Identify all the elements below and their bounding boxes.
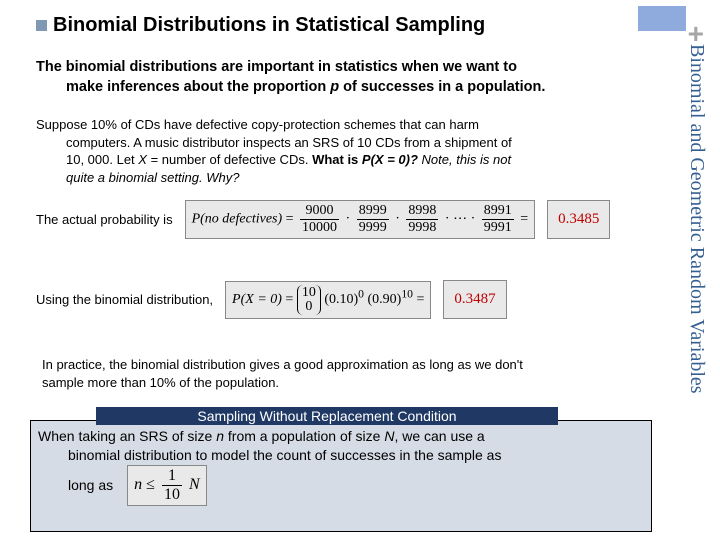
title-rest: Distributions in Statistical Sampling: [137, 14, 485, 36]
eq2-t2e: 10: [401, 287, 413, 300]
eq2-binom: 100: [297, 285, 321, 315]
scenario-q: What is: [312, 152, 362, 167]
eq2-eq: =: [285, 292, 296, 307]
eq2-plabel: P(X = 0): [232, 292, 282, 307]
scenario-l3b: = number of defective CDs.: [147, 152, 312, 167]
scenario-px: P(X = 0)?: [362, 152, 418, 167]
binom-prob-equation: P(X = 0) = 100 (0.10)0 (0.90)10 =: [225, 281, 431, 319]
ineq-le: ≤: [146, 476, 155, 493]
binom-prob-answer: 0.3487: [443, 280, 506, 319]
eq-eq1: =: [286, 212, 297, 227]
cond-l3: long as: [68, 476, 113, 495]
actual-probability-row: The actual probability is P(no defective…: [36, 200, 610, 239]
practice-paragraph: In practice, the binomial distribution g…: [42, 356, 523, 391]
eq-f4: 89919991: [479, 204, 517, 235]
condition-body: When taking an SRS of size n from a popu…: [38, 427, 501, 506]
scenario-paragraph: Suppose 10% of CDs have defective copy-p…: [36, 116, 512, 186]
eq2-t1e: 0: [358, 287, 364, 300]
scenario-l3a: 10, 000. Let: [66, 152, 138, 167]
eq2-t1b: 0.10: [329, 292, 354, 307]
practice-l2: sample more than 10% of the population.: [42, 374, 523, 392]
ineq-N: N: [189, 476, 200, 493]
condition-inequality: n ≤ 110 N: [127, 465, 206, 506]
eq-f3: 89989998: [403, 204, 441, 235]
intro-p: p: [330, 79, 339, 95]
cond-l2: binomial distribution to model the count…: [38, 446, 501, 465]
eq-f1: 900010000: [297, 204, 342, 235]
cond-N: N: [384, 428, 394, 444]
binom-probability-row: Using the binomial distribution, P(X = 0…: [36, 280, 507, 319]
scenario-l1: Suppose 10% of CDs have defective copy-p…: [36, 116, 512, 134]
actual-prob-equation: P(no defectives) = 900010000 · 89999999 …: [185, 200, 536, 239]
title-lead: Binomial: [53, 14, 137, 36]
ineq-n: n: [134, 476, 142, 493]
title-bullet-icon: [36, 20, 47, 31]
scenario-note: Note, this is not: [418, 152, 511, 167]
binom-prob-label: Using the binomial distribution,: [36, 292, 213, 307]
eq-f2: 89999999: [354, 204, 392, 235]
slide-title: Binomial Distributions in Statistical Sa…: [36, 14, 485, 37]
intro-line2-pre: make inferences about the proportion: [66, 79, 330, 95]
slide-root: + Binomial and Geometric Random Variable…: [0, 0, 720, 540]
cond-n: n: [216, 428, 224, 444]
intro-line1: The binomial distributions are important…: [36, 58, 545, 78]
actual-prob-answer: 0.3485: [547, 200, 610, 239]
scenario-l2: computers. A music distributor inspects …: [36, 134, 512, 152]
eq2-t2b: 0.90: [372, 292, 397, 307]
scenario-l4: quite a binomial setting. Why?: [66, 170, 239, 185]
cond-l1a: When taking an SRS of size: [38, 428, 216, 444]
ineq-frac: 110: [159, 468, 185, 503]
section-vertical-label: Binomial and Geometric Random Variables: [685, 44, 708, 394]
actual-prob-label: The actual probability is: [36, 212, 173, 227]
eq-plabel: P(no defectives): [192, 212, 283, 227]
corner-accent: [638, 6, 686, 31]
practice-l1: In practice, the binomial distribution g…: [42, 356, 523, 374]
intro-paragraph: The binomial distributions are important…: [36, 58, 545, 97]
cond-l1c: , we can use a: [394, 428, 484, 444]
scenario-x: X: [138, 152, 147, 167]
cond-l1b: from a population of size: [224, 428, 384, 444]
condition-header: Sampling Without Replacement Condition: [96, 407, 558, 425]
eq-dots: ⋯: [453, 212, 467, 227]
intro-line2-post: of successes in a population.: [339, 79, 545, 95]
